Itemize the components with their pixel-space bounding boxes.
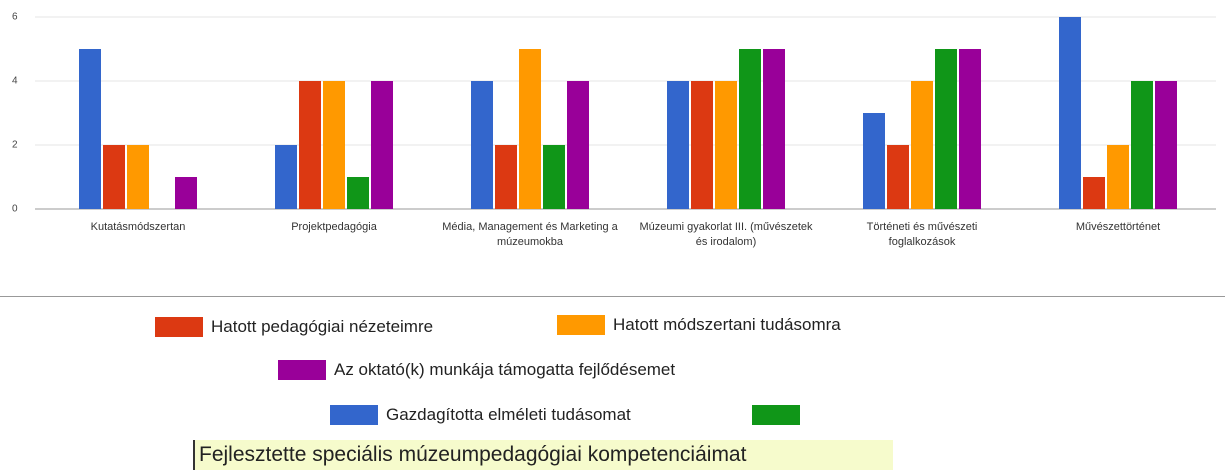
bar bbox=[763, 49, 785, 209]
bar bbox=[1131, 81, 1153, 209]
bar bbox=[887, 145, 909, 209]
legend-item bbox=[752, 405, 808, 425]
bar bbox=[371, 81, 393, 209]
legend-swatch bbox=[752, 405, 800, 425]
x-tick-label: Történeti és művészeti foglalkozások bbox=[866, 221, 978, 248]
bar bbox=[691, 81, 713, 209]
legend-item: Az oktató(k) munkája támogatta fejlődése… bbox=[278, 360, 675, 380]
x-tick-label: Média, Management és Marketing a múzeumo… bbox=[442, 221, 618, 248]
y-tick-label: 2 bbox=[12, 140, 18, 151]
bar bbox=[79, 49, 101, 209]
legend-item: Hatott pedagógiai nézeteimre bbox=[155, 317, 433, 337]
bar bbox=[175, 177, 197, 209]
bar bbox=[1107, 145, 1129, 209]
bar bbox=[959, 49, 981, 209]
bar bbox=[127, 145, 149, 209]
bar bbox=[1059, 17, 1081, 209]
bar bbox=[911, 81, 933, 209]
bar bbox=[863, 113, 885, 209]
legend-label: Hatott módszertani tudásomra bbox=[613, 315, 841, 334]
bar bbox=[519, 49, 541, 209]
legend-swatch bbox=[278, 360, 326, 380]
separator bbox=[0, 296, 1225, 297]
bar bbox=[323, 81, 345, 209]
chart: 0 2 4 6 bbox=[12, 12, 1216, 215]
legend-swatch bbox=[557, 315, 605, 335]
bar bbox=[935, 49, 957, 209]
bar bbox=[1155, 81, 1177, 209]
bar bbox=[103, 145, 125, 209]
bar bbox=[347, 177, 369, 209]
legend-swatch bbox=[155, 317, 203, 337]
bar bbox=[299, 81, 321, 209]
y-tick-label: 0 bbox=[12, 204, 18, 215]
x-tick-label: Kutatásmódszertan bbox=[90, 221, 186, 233]
y-tick-label: 4 bbox=[12, 76, 18, 87]
legend-label: Az oktató(k) munkája támogatta fejlődése… bbox=[334, 360, 676, 379]
bar bbox=[1083, 177, 1105, 209]
legend-label: Hatott pedagógiai nézeteimre bbox=[211, 317, 434, 336]
x-tick-label: Projektpedagógia bbox=[291, 221, 377, 233]
bar bbox=[275, 145, 297, 209]
bar bbox=[567, 81, 589, 209]
bar bbox=[543, 145, 565, 209]
bar bbox=[739, 49, 761, 209]
legend-label: Gazdagította elméleti tudásomat bbox=[386, 405, 631, 424]
bar bbox=[471, 81, 493, 209]
x-tick-label: Művészettörténet bbox=[1075, 221, 1161, 233]
legend-item: Hatott módszertani tudásomra bbox=[557, 315, 841, 335]
bar bbox=[495, 145, 517, 209]
bar bbox=[667, 81, 689, 209]
y-tick-label: 6 bbox=[12, 12, 18, 23]
legend-label: Fejlesztette speciális múzeumpedagógiai … bbox=[193, 440, 893, 470]
x-tick-label: Múzeumi gyakorlat III. (művészetek és ir… bbox=[639, 221, 813, 248]
legend-item: Gazdagította elméleti tudásomat bbox=[330, 405, 631, 425]
legend-swatch bbox=[330, 405, 378, 425]
bar bbox=[715, 81, 737, 209]
